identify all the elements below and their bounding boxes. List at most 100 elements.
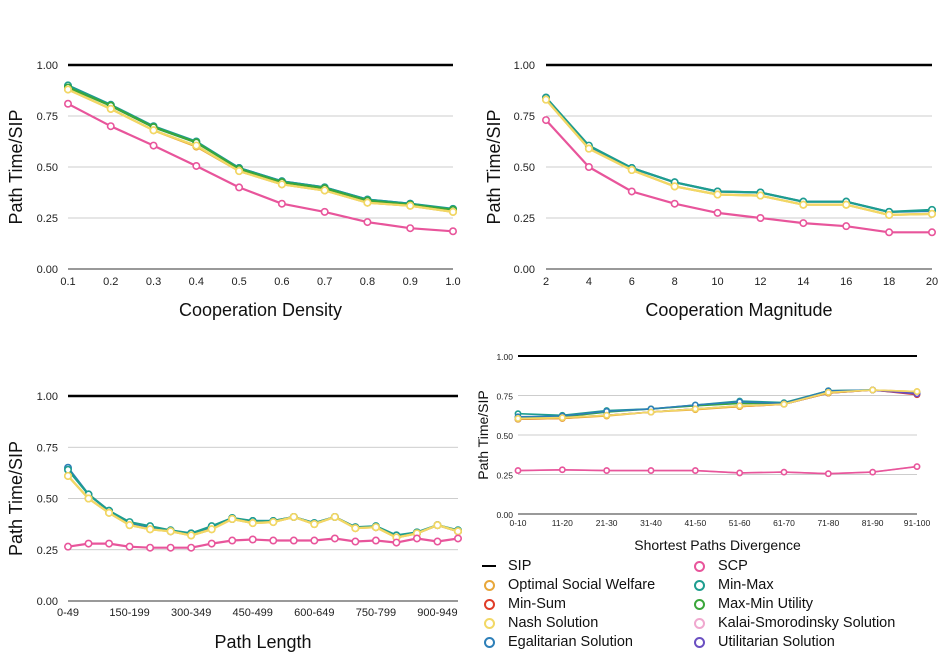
- x-tick-label: 900-949: [417, 607, 457, 619]
- data-point: [330, 534, 339, 543]
- x-tick-label: 2: [543, 276, 549, 288]
- series-line-scp: [545, 119, 932, 234]
- data-point: [558, 414, 566, 422]
- x-tick-label: 31-40: [640, 518, 662, 528]
- data-point: [541, 95, 550, 104]
- y-tick-label: 0.00: [37, 596, 58, 608]
- y-tick-label: 0.00: [514, 264, 535, 276]
- data-point: [392, 538, 401, 547]
- y-tick-label: 1.00: [514, 60, 535, 72]
- data-point: [799, 200, 808, 209]
- y-tick-label: 0.75: [37, 111, 58, 123]
- x-tick-label: 0.5: [231, 276, 246, 288]
- data-point: [603, 467, 611, 474]
- x-tick-label: 300-349: [171, 607, 211, 619]
- x-tick-label: 0-10: [509, 518, 526, 528]
- data-point: [584, 163, 593, 172]
- x-tick-label: 0.9: [403, 276, 418, 288]
- y-tick-label: 0.00: [496, 510, 513, 520]
- series-line-egalitarian-solution: [517, 389, 918, 418]
- legend-marker-icon: [482, 635, 502, 649]
- data-point: [913, 463, 921, 470]
- legend-marker-icon: [692, 635, 712, 649]
- legend-item-egalitarian-solution: Egalitarian Solution: [482, 633, 633, 651]
- legend-item-kalai-smorodinsky-solution: Kalai-Smorodinsky Solution: [692, 614, 895, 632]
- series-line-max-min-utility: [67, 86, 454, 211]
- data-point: [603, 411, 611, 419]
- x-tick-label: 750-799: [356, 607, 396, 619]
- data-point: [927, 228, 936, 237]
- y-axis-label: Path Time/SIP: [475, 390, 491, 479]
- series-line-scp: [517, 465, 918, 475]
- data-point: [885, 210, 894, 219]
- y-tick-label: 0.25: [514, 213, 535, 225]
- series-line-nash-solution: [67, 475, 459, 539]
- legend-item-sip: SIP: [482, 557, 531, 575]
- legend-label: Egalitarian Solution: [508, 634, 633, 650]
- y-tick-label: 0.25: [37, 213, 58, 225]
- data-point: [406, 224, 415, 233]
- legend-item-nash-solution: Nash Solution: [482, 614, 598, 632]
- legend-label: Min-Max: [718, 577, 774, 593]
- data-point: [448, 207, 457, 216]
- data-point: [125, 542, 134, 551]
- data-point: [207, 525, 216, 534]
- data-point: [736, 469, 744, 477]
- chart-3: 0.00 0.25 0.50 0.75 1.00 0-49 150-199 300-349 45…: [6, 391, 462, 652]
- data-point: [192, 161, 201, 170]
- data-point: [691, 405, 699, 413]
- data-point: [514, 415, 522, 422]
- x-tick-label: 4: [586, 276, 592, 288]
- y-tick-label: 0.25: [37, 545, 58, 557]
- x-tick-label: 600-649: [294, 607, 334, 619]
- data-point: [149, 126, 158, 135]
- data-point: [351, 537, 360, 546]
- legend-label: Nash Solution: [508, 615, 599, 631]
- data-point: [647, 408, 655, 416]
- data-point: [799, 219, 808, 228]
- y-tick-label: 0.25: [496, 471, 513, 481]
- x-tick-label: 0.1: [60, 276, 75, 288]
- data-point: [780, 400, 788, 408]
- series-max-min-utility: [64, 83, 457, 214]
- y-tick-label: 0.50: [496, 431, 513, 441]
- data-point: [869, 386, 877, 394]
- data-point: [277, 199, 286, 208]
- series-egalitarian-solution: [64, 463, 462, 540]
- data-point: [84, 539, 93, 548]
- y-axis-label: Path Time/SIP: [6, 109, 26, 224]
- data-point: [558, 466, 566, 474]
- data-point: [320, 186, 329, 195]
- data-point: [885, 228, 894, 237]
- x-tick-label: 21-30: [596, 518, 618, 528]
- x-tick-label: 10: [711, 276, 723, 288]
- data-point: [289, 512, 298, 521]
- series-line-optimal-social-welfare: [67, 88, 454, 213]
- x-tick-label: 6: [629, 276, 635, 288]
- legend-line-icon: [482, 559, 502, 573]
- x-tick-label: 18: [883, 276, 895, 288]
- data-point: [627, 166, 636, 175]
- y-tick-label: 1.00: [37, 60, 58, 72]
- series-nash-solution: [541, 95, 936, 219]
- series-scp: [64, 534, 462, 552]
- data-point: [106, 122, 115, 131]
- data-point: [541, 116, 550, 125]
- data-point: [146, 525, 155, 534]
- series-line-optimal-social-welfare: [67, 475, 459, 539]
- series-line-scp: [67, 102, 454, 233]
- x-tick-label: 450-499: [233, 607, 273, 619]
- data-point: [433, 521, 442, 530]
- chart-2: 0.00 0.25 0.50 0.75 1.00 2 4 6 8 10 12 14 16 18 20 Coop…: [484, 60, 938, 320]
- data-point: [310, 536, 319, 545]
- data-point: [448, 227, 457, 236]
- data-point: [235, 183, 244, 192]
- legend-item-utilitarian-solution: Utilitarian Solution: [692, 633, 835, 651]
- data-point: [106, 104, 115, 113]
- legend-item-min-sum: Min-Sum: [482, 595, 566, 613]
- data-point: [433, 537, 442, 546]
- data-point: [235, 167, 244, 176]
- data-point: [584, 144, 593, 153]
- data-point: [228, 536, 237, 545]
- data-point: [64, 99, 73, 108]
